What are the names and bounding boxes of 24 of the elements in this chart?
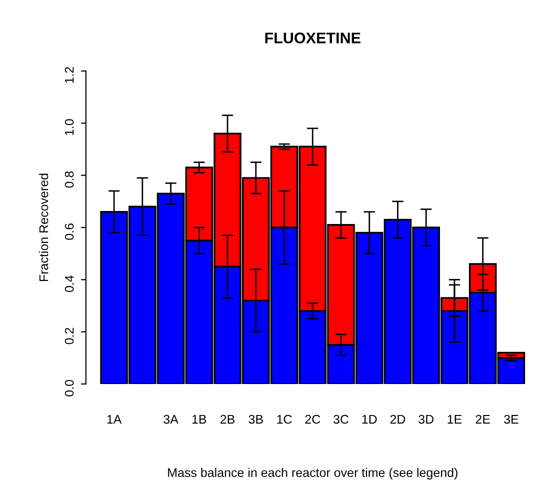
x-tick-label: 1A bbox=[107, 415, 122, 424]
y-tick-label: 0.6 bbox=[64, 224, 74, 240]
y-tick-label: 0.2 bbox=[64, 328, 74, 344]
y-tick-label: 0.4 bbox=[64, 275, 74, 292]
y-tick-label: 1.2 bbox=[64, 67, 74, 83]
y-tick-label: 1.0 bbox=[64, 119, 74, 136]
x-tick-label: 2B bbox=[220, 414, 234, 424]
x-tick-label: 2E bbox=[476, 414, 490, 424]
x-tick-label: 3E bbox=[504, 414, 518, 424]
x-tick-label: 3A bbox=[164, 414, 178, 424]
x-axis-title: Mass balance in each reactor over time (see legend) bbox=[168, 468, 458, 480]
y-tick-label: 0.0 bbox=[64, 380, 74, 396]
x-tick-label: 2C bbox=[305, 414, 320, 424]
x-tick-label: 1E bbox=[448, 415, 462, 424]
x-tick-label: 1D bbox=[362, 415, 377, 424]
x-tick-label: 3D bbox=[418, 414, 434, 424]
y-axis-title: Fraction Recovered bbox=[38, 174, 48, 281]
chart-title: FLUOXETINE bbox=[265, 32, 360, 44]
x-tick-label: 3B bbox=[248, 414, 263, 424]
y-tick-label: 0.8 bbox=[64, 171, 74, 188]
x-tick-label: 3C bbox=[333, 414, 348, 424]
x-tick-label: 2D bbox=[390, 414, 406, 424]
x-tick-label: 1B bbox=[192, 415, 206, 424]
x-tick-label: 1C bbox=[277, 414, 292, 424]
